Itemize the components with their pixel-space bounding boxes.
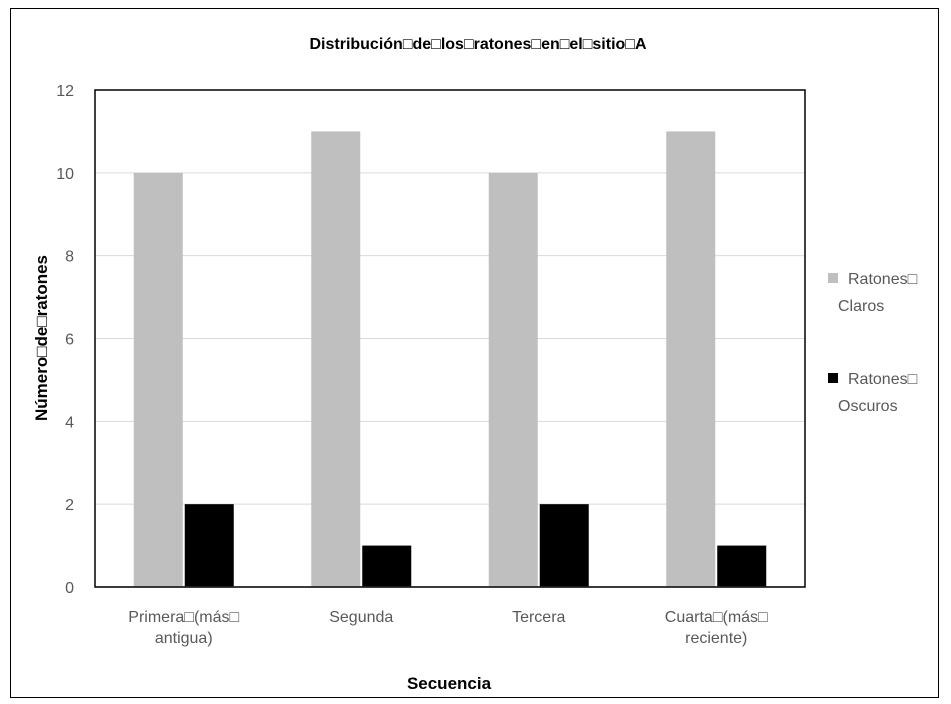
chart-title: Distribución□de□los□ratones□en□el□sitio□…	[309, 36, 646, 53]
y-tick-label: 6	[65, 332, 74, 349]
x-tick-label: Cuarta□(más□ reciente)	[665, 609, 768, 647]
y-tick-label: 8	[65, 249, 74, 266]
bars	[95, 131, 805, 588]
legend: Ratones□ Claros Ratones□ Oscuros	[828, 271, 918, 415]
legend-label-line: Oscuros	[838, 398, 898, 415]
plot-border	[94, 89, 806, 588]
x-tick-label-line: Primera□(más□	[128, 609, 239, 626]
y-axis-title: Número□de□ratones	[32, 255, 51, 421]
legend-label: Ratones□ Oscuros	[838, 371, 918, 415]
legend-label-line: Claros	[838, 298, 884, 315]
x-tick-label: Tercera	[512, 609, 565, 626]
legend-label-line: Ratones□	[848, 371, 918, 388]
bar-ratones-oscuros	[717, 545, 767, 587]
x-tick-label-line: Segunda	[329, 609, 393, 626]
y-tick-label: 12	[56, 83, 74, 100]
x-tick-label-line: Tercera	[512, 609, 565, 626]
x-tick-label: Primera□(más□ antigua)	[128, 609, 239, 647]
x-tick-label: Segunda	[329, 609, 393, 626]
bar-ratones-claros	[311, 131, 361, 587]
legend-label-line: Ratones□	[848, 271, 918, 288]
x-tick-label-line: Cuarta□(más□	[665, 609, 768, 626]
y-tick-label: 0	[65, 580, 74, 597]
bar-ratones-oscuros	[184, 504, 234, 587]
y-tick-label: 4	[65, 414, 74, 431]
bar-ratones-oscuros	[362, 545, 412, 587]
y-axis-ticks: 0 2 4 6 8 10 12	[56, 83, 74, 597]
bar-ratones-claros	[488, 172, 538, 588]
y-tick-label: 10	[56, 166, 74, 183]
y-tick-label: 2	[65, 497, 74, 514]
x-tick-label-line: antigua)	[155, 630, 213, 647]
x-tick-label-line: reciente)	[685, 630, 747, 647]
legend-label: Ratones□ Claros	[838, 271, 918, 315]
bar-ratones-oscuros	[539, 504, 589, 587]
x-axis-title: Secuencia	[407, 674, 492, 693]
x-axis-ticks: Primera□(más□ antigua) Segunda Tercera Cuart…	[128, 609, 768, 647]
legend-swatch	[828, 273, 838, 283]
bar-ratones-claros	[666, 131, 716, 587]
legend-swatch	[828, 373, 838, 383]
bar-ratones-claros	[133, 172, 183, 588]
